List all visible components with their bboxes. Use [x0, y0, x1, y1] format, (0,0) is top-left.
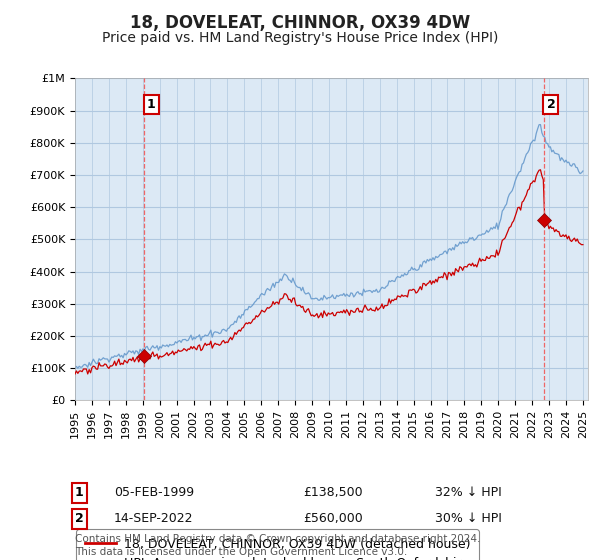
- Text: 32% ↓ HPI: 32% ↓ HPI: [435, 486, 502, 499]
- Text: 30% ↓ HPI: 30% ↓ HPI: [435, 512, 502, 525]
- Text: Price paid vs. HM Land Registry's House Price Index (HPI): Price paid vs. HM Land Registry's House …: [102, 31, 498, 45]
- Text: £560,000: £560,000: [303, 512, 363, 525]
- Text: 1: 1: [147, 97, 155, 111]
- Text: 05-FEB-1999: 05-FEB-1999: [114, 486, 194, 499]
- Text: £138,500: £138,500: [303, 486, 362, 499]
- Text: 18, DOVELEAT, CHINNOR, OX39 4DW: 18, DOVELEAT, CHINNOR, OX39 4DW: [130, 14, 470, 32]
- Text: 2: 2: [547, 97, 556, 111]
- Text: 1: 1: [75, 486, 84, 499]
- Text: 14-SEP-2022: 14-SEP-2022: [114, 512, 193, 525]
- Text: 2: 2: [75, 512, 84, 525]
- Legend: 18, DOVELEAT, CHINNOR, OX39 4DW (detached house), HPI: Average price, detached h: 18, DOVELEAT, CHINNOR, OX39 4DW (detache…: [76, 529, 479, 560]
- Text: Contains HM Land Registry data © Crown copyright and database right 2024.
This d: Contains HM Land Registry data © Crown c…: [75, 534, 481, 557]
